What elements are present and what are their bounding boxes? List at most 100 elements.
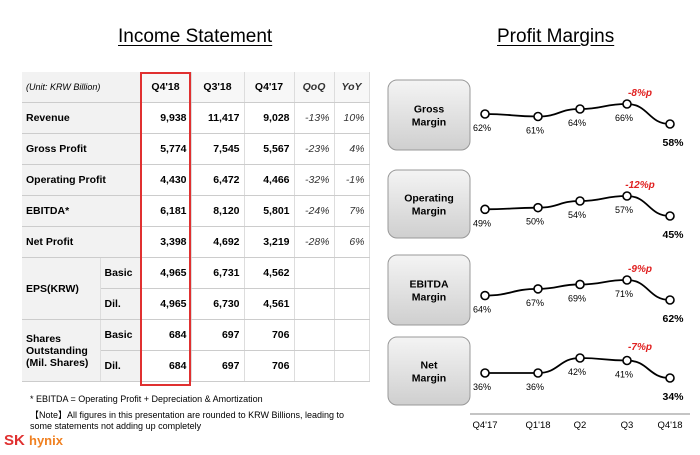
table-cell: 4,466 <box>244 164 295 196</box>
margin-point <box>622 99 632 109</box>
change-annotation: -9%p <box>628 264 652 275</box>
table-cell: 706 <box>244 350 295 382</box>
value-label: 61% <box>526 126 544 136</box>
value-label: 50% <box>526 217 544 227</box>
value-label: 57% <box>615 205 633 215</box>
margin-label: EBITDA Margin <box>409 279 449 304</box>
value-label: 49% <box>473 218 491 228</box>
right-title: Profit Margins <box>497 26 615 47</box>
value-label: 69% <box>568 293 586 303</box>
table-cell: -28% <box>294 226 335 258</box>
table-cell: (Unit: KRW Billion) <box>22 72 141 103</box>
table-cell: 4% <box>334 133 370 165</box>
table-cell: Operating Profit <box>22 164 141 196</box>
table-cell: Q3'18 <box>191 72 245 103</box>
table-cell: 684 <box>140 350 192 382</box>
table-cell: Q4'17 <box>244 72 295 103</box>
value-label: 64% <box>473 305 491 315</box>
margin-point <box>622 275 632 285</box>
value-label: 41% <box>615 370 633 380</box>
margin-point <box>533 368 543 378</box>
table-cell: 4,562 <box>244 257 295 289</box>
table-cell <box>334 257 370 289</box>
value-label: 45% <box>662 229 684 241</box>
margin-point <box>622 355 632 366</box>
margin-point <box>575 104 585 114</box>
table-cell: 6% <box>334 226 370 258</box>
value-label: 62% <box>662 313 684 325</box>
table-cell: 7,545 <box>191 133 245 165</box>
change-annotation: -7%p <box>628 342 652 353</box>
x-tick-label: Q1'18 <box>525 420 550 431</box>
table-cell <box>334 288 370 320</box>
table-cell: Revenue <box>22 102 141 134</box>
logo-sk: SK <box>4 432 25 449</box>
table-row: Net Profit 3,398 4,692 3,219 -28% 6% <box>22 226 370 258</box>
table-cell: 4,965 <box>140 257 192 289</box>
table-cell: Basic <box>100 257 141 289</box>
table-row: EPS(KRW) Basic 4,965 6,731 4,562 <box>22 257 370 320</box>
table-cell: Net Profit <box>22 226 141 258</box>
value-label: 42% <box>568 367 586 377</box>
margin-point <box>575 279 585 290</box>
table-cell: 6,181 <box>140 195 192 227</box>
left-title: Income Statement <box>118 26 273 47</box>
table-row: Operating Profit 4,430 6,472 4,466 -32% -1% <box>22 164 370 196</box>
table-cell: -24% <box>294 195 335 227</box>
table-cell: 697 <box>191 350 245 382</box>
x-tick-label: Q2 <box>574 420 587 431</box>
table-cell <box>334 350 370 382</box>
table-cell <box>294 288 335 320</box>
table-cell <box>294 350 335 382</box>
table-row: Revenue 9,938 11,417 9,028 -13% 10% <box>22 102 370 134</box>
table-cell: 11,417 <box>191 102 245 134</box>
value-label: 36% <box>473 382 491 392</box>
table-cell: 6,730 <box>191 288 245 320</box>
footnote: * EBITDA = Operating Profit + Depreciati… <box>30 394 263 404</box>
margin-label: Net Margin <box>412 360 446 385</box>
table-cell: -1% <box>334 164 370 196</box>
margin-point <box>533 111 543 122</box>
margin-point <box>533 202 543 213</box>
table-cell: 5,567 <box>244 133 295 165</box>
value-label: 64% <box>568 118 586 128</box>
table-cell: 5,801 <box>244 195 295 227</box>
table-cell <box>294 319 335 351</box>
table-cell: 10% <box>334 102 370 134</box>
value-label: 67% <box>526 298 544 308</box>
table-row: Shares Outstanding (Mil. Shares) Basic 684… <box>22 319 370 382</box>
table-cell: 4,692 <box>191 226 245 258</box>
value-label: 66% <box>615 113 633 123</box>
x-tick-label: Q4'17 <box>472 420 497 431</box>
table-row: Dil. 684 697 706 <box>22 350 370 382</box>
table-cell: YoY <box>334 72 370 103</box>
table-cell: 4,430 <box>140 164 192 196</box>
table-cell <box>334 319 370 351</box>
table-cell: 6,472 <box>191 164 245 196</box>
table-cell: Dil. <box>100 350 141 382</box>
value-label: 54% <box>568 210 586 220</box>
x-tick-label: Q4'18 <box>657 420 682 431</box>
table-row: Dil. 4,965 6,730 4,561 <box>22 288 370 320</box>
value-label: 34% <box>662 391 684 403</box>
change-annotation: -12%p <box>625 180 654 191</box>
margin-label: Gross Margin <box>412 104 446 129</box>
table-row: EBITDA* 6,181 8,120 5,801 -24% 7% <box>22 195 370 227</box>
table-cell <box>294 257 335 289</box>
margin-point <box>665 373 675 383</box>
margin-point <box>480 290 490 301</box>
table-cell: -23% <box>294 133 335 165</box>
margin-label: Operating Margin <box>404 193 454 218</box>
table-cell: 706 <box>244 319 295 351</box>
margin-point <box>575 353 585 363</box>
table-cell: 7% <box>334 195 370 227</box>
table-cell: 6,731 <box>191 257 245 289</box>
table-cell: QoQ <box>294 72 335 103</box>
income-table: (Unit: KRW Billion) Q4'18 Q3'18 Q4'17 QoQ YoY… <box>22 72 370 382</box>
table-cell: 8,120 <box>191 195 245 227</box>
table-cell: 4,561 <box>244 288 295 320</box>
x-tick-label: Q3 <box>621 420 634 431</box>
table-cell: -32% <box>294 164 335 196</box>
logo: SK hynix <box>4 432 63 449</box>
